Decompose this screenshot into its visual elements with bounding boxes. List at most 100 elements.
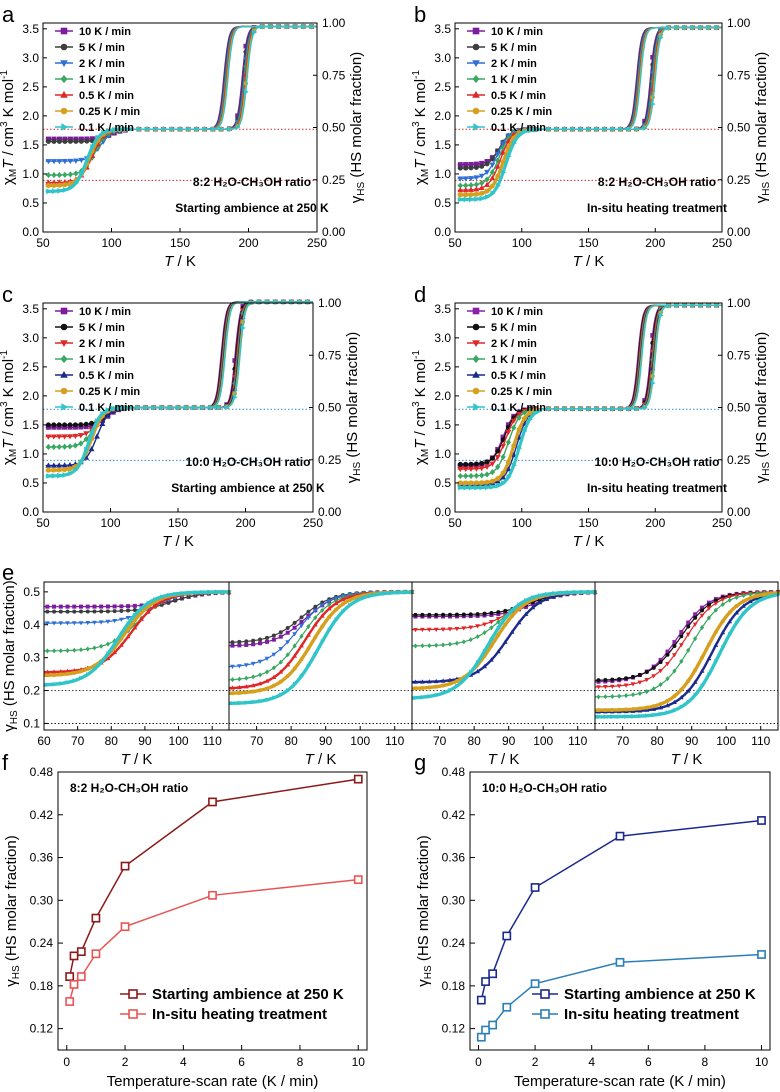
x-tick-label: 250 — [307, 236, 327, 250]
data-point — [741, 611, 747, 617]
data-point — [468, 480, 474, 486]
series-line — [541, 304, 722, 410]
data-point — [258, 698, 263, 704]
data-point — [292, 643, 297, 649]
data-point — [700, 655, 705, 660]
data-point — [500, 141, 507, 147]
legend-label: 0.1 K / min — [491, 402, 546, 414]
data-point — [500, 453, 506, 461]
data-point — [403, 589, 408, 595]
y-tick-label: 1.5 — [434, 418, 451, 432]
legend-marker — [60, 74, 68, 84]
data-point — [651, 706, 657, 711]
data-point — [484, 459, 490, 465]
data-point — [482, 622, 487, 627]
data-point — [630, 674, 635, 679]
data-point — [713, 607, 718, 613]
data-point — [90, 143, 96, 150]
data-point — [105, 619, 111, 625]
data-point — [153, 596, 158, 602]
data-point — [523, 611, 529, 616]
data-point — [151, 404, 157, 411]
data-point — [180, 590, 185, 596]
data-point — [105, 407, 111, 414]
data-point — [454, 612, 459, 617]
data-point — [505, 429, 512, 436]
data-point — [690, 302, 696, 309]
data-point — [56, 422, 62, 428]
y-tick-label: 1.0 — [434, 447, 451, 461]
y-tick-label: 0.18 — [442, 979, 466, 993]
data-point — [690, 24, 696, 31]
data-point — [658, 668, 664, 674]
data-point — [457, 186, 464, 193]
data-point — [544, 591, 550, 597]
data-point — [112, 609, 117, 614]
data-point — [251, 689, 256, 694]
legend-marker — [60, 27, 68, 35]
data-point — [489, 625, 494, 631]
legend-marker — [540, 989, 550, 999]
data-point — [68, 184, 74, 191]
data-point — [46, 188, 52, 195]
data-point — [292, 666, 297, 671]
data-point — [686, 647, 691, 653]
data-point — [747, 598, 753, 604]
series-7 — [45, 299, 313, 479]
x-tick-label: 6 — [645, 1055, 652, 1069]
data-point — [51, 171, 57, 179]
data-point — [413, 679, 418, 684]
data-point — [45, 159, 52, 165]
data-point — [57, 472, 63, 479]
subpanel-1: 60 70 80 90 100 110 T / K — [37, 581, 232, 768]
panel-label: b — [414, 2, 426, 27]
subpanel-4: 70 80 90 100 110 T / K — [594, 581, 780, 768]
data-point — [610, 677, 615, 682]
data-point — [84, 157, 91, 164]
data-point — [251, 674, 256, 680]
legend-marker — [60, 60, 68, 68]
data-point — [105, 641, 110, 647]
data-point — [762, 592, 767, 597]
data-point — [468, 466, 474, 473]
x-tick-label: 10 — [352, 1055, 366, 1069]
data-point — [427, 685, 432, 690]
data-point — [645, 713, 650, 719]
x-tick-label: 100 — [100, 516, 120, 530]
x-tick-label: 4 — [588, 1055, 595, 1069]
data-point — [58, 604, 63, 609]
data-point — [609, 684, 615, 689]
data-point — [462, 186, 469, 193]
data-point — [264, 635, 269, 640]
series-line — [480, 819, 762, 1001]
legend-label: 2 K / min — [491, 58, 537, 70]
data-point — [278, 634, 283, 639]
data-point — [278, 659, 283, 665]
data-point — [264, 678, 270, 683]
x-tick-label: 80 — [650, 734, 664, 748]
data-point — [113, 641, 118, 647]
data-point — [741, 603, 746, 608]
data-point — [65, 648, 70, 654]
x-tick-label: 8 — [702, 1055, 709, 1069]
data-point — [672, 668, 677, 674]
data-point — [67, 171, 73, 178]
data-point — [125, 634, 131, 639]
data-point — [679, 687, 684, 692]
data-point — [478, 466, 485, 472]
x-axis-label: T / K — [121, 751, 153, 768]
legend-label: 0.1 K / min — [79, 402, 134, 414]
data-point — [578, 405, 584, 412]
data-point — [78, 440, 84, 447]
legend-marker — [60, 387, 68, 395]
x-tick-label: 250 — [712, 236, 732, 250]
data-point — [618, 405, 624, 412]
legend-marker — [128, 989, 138, 999]
data-point — [126, 627, 131, 632]
data-point — [686, 624, 691, 629]
data-point — [734, 620, 740, 626]
data-point — [741, 593, 746, 598]
data-point — [679, 634, 684, 639]
data-point — [45, 183, 51, 189]
data-point — [264, 656, 270, 662]
